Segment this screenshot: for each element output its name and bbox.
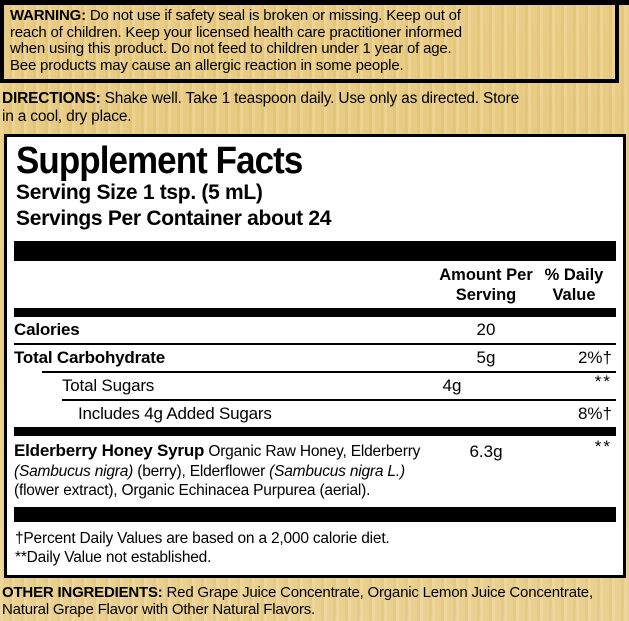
ingredient-text: (flower extract), Organic Echinacea Purp… — [14, 482, 371, 500]
nutrient-name: Total Carbohydrate — [14, 348, 165, 368]
nutrient-name: Total Sugars — [62, 376, 155, 396]
ingredient-text: Organic Raw Honey, Elderberry — [204, 443, 421, 461]
nutrient-amount: 20 — [476, 320, 496, 340]
separator-bar-medium — [14, 427, 616, 437]
supplement-facts-title: Supplement Facts — [16, 140, 303, 183]
directions-label: DIRECTIONS: — [2, 90, 101, 108]
hairline-rule — [62, 399, 616, 402]
ingredient-name: Elderberry Honey Syrup — [14, 441, 205, 461]
nutrient-daily-value: 2%† — [577, 348, 612, 368]
other-ingredients-label: OTHER INGREDIENTS: — [2, 583, 163, 601]
nutrient-row-added-sugars: Includes 4g Added Sugars 8%† — [14, 401, 616, 427]
ingredient-text: (berry), Elderflower — [133, 462, 270, 480]
nutrient-name: Includes 4g Added Sugars — [78, 404, 272, 424]
nutrient-row-total-carbohydrate: Total Carbohydrate 5g 2%† — [14, 345, 616, 371]
serving-size: Serving Size 1 tsp. (5 mL) — [16, 181, 263, 205]
directions-text: Shake well. Take 1 teaspoon daily. Use o… — [2, 90, 520, 125]
latin-name: (Sambucus nigra) — [14, 462, 134, 480]
nutrient-name: Calories — [14, 320, 80, 340]
table-header-row: Amount Per Serving % Daily Value — [14, 261, 616, 308]
warning-label: WARNING: — [10, 7, 86, 24]
other-ingredients-paragraph: OTHER INGREDIENTS: Red Grape Juice Conce… — [2, 584, 627, 618]
warning-text: Do not use if safety seal is broken or m… — [10, 7, 462, 74]
warning-box: WARNING: Do not use if safety seal is br… — [0, 5, 619, 84]
header-percent-daily-value: % Daily Value — [544, 266, 604, 304]
hairline-rule — [42, 371, 616, 374]
nutrient-amount: 5g — [476, 348, 496, 368]
ingredient-description: Elderberry Honey Syrup Organic Raw Honey… — [14, 441, 438, 501]
directions-paragraph: DIRECTIONS: Shake well. Take 1 teaspoon … — [2, 90, 627, 125]
separator-bar-thick — [14, 506, 616, 522]
nutrient-daily-value: ** — [594, 372, 612, 392]
supplement-facts-panel: Supplement Facts Serving Size 1 tsp. (5 … — [4, 134, 626, 578]
header-amount-per-serving: Amount Per Serving — [439, 266, 533, 304]
separator-bar-thick — [14, 241, 616, 262]
ingredient-daily-value: ** — [594, 437, 612, 457]
ingredient-amount: 6.3g — [469, 442, 503, 462]
label-top-border — [0, 0, 629, 5]
servings-per-container: Servings Per Container about 24 — [16, 207, 332, 231]
footnotes: †Percent Daily Values are based on a 2,0… — [15, 529, 390, 566]
nutrient-row-calories: Calories 20 — [14, 317, 616, 343]
hairline-rule — [14, 343, 616, 346]
separator-bar-medium — [14, 308, 616, 318]
nutrient-row-total-sugars: Total Sugars 4g ** — [14, 372, 616, 399]
ingredient-row-elderberry-honey-syrup: Elderberry Honey Syrup Organic Raw Honey… — [14, 436, 616, 507]
latin-name: (Sambucus nigra L.) — [269, 462, 405, 480]
nutrient-daily-value: 8%† — [577, 404, 612, 424]
other-ingredients-text: Red Grape Juice Concentrate, Organic Lem… — [2, 583, 593, 618]
nutrient-amount: 4g — [442, 376, 462, 396]
